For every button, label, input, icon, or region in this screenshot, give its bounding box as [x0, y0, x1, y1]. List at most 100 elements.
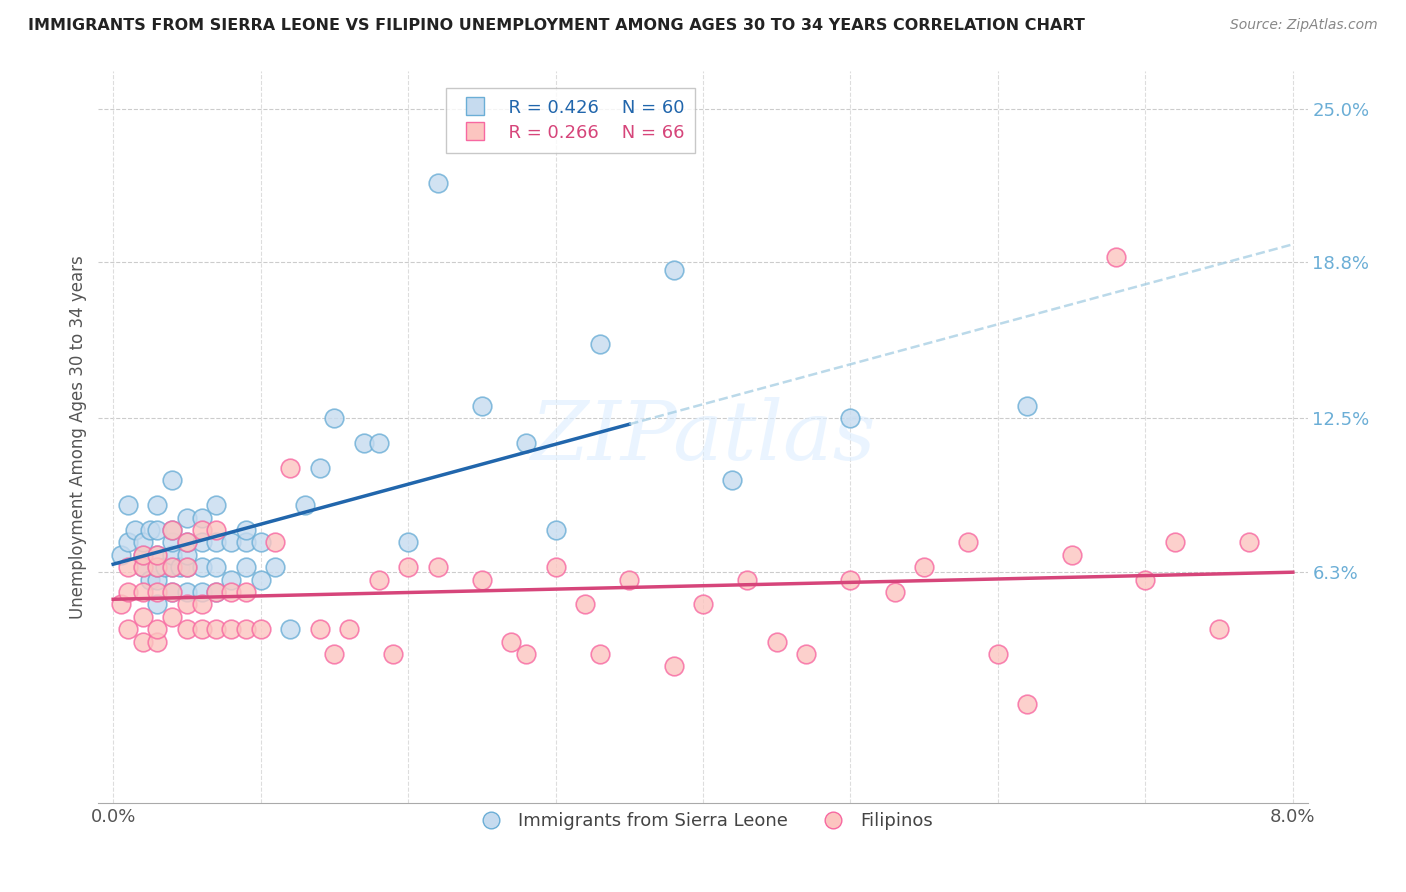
- Point: [190, 510, 212, 524]
- Point: [190, 622, 212, 636]
- Text: ZIPatlas: ZIPatlas: [530, 397, 876, 477]
- Point: [160, 523, 183, 537]
- Point: [176, 560, 198, 574]
- Point: [396, 535, 419, 549]
- Point: [117, 535, 139, 549]
- Point: [110, 548, 132, 562]
- Point: [264, 560, 287, 574]
- Point: [131, 560, 153, 574]
- Point: [957, 535, 980, 549]
- Point: [176, 535, 198, 549]
- Point: [574, 598, 596, 612]
- Point: [337, 622, 360, 636]
- Point: [190, 535, 212, 549]
- Point: [794, 647, 817, 661]
- Point: [839, 411, 862, 425]
- Point: [131, 548, 153, 562]
- Point: [323, 411, 346, 425]
- Point: [471, 573, 494, 587]
- Point: [1017, 399, 1039, 413]
- Point: [205, 498, 228, 512]
- Point: [176, 622, 198, 636]
- Point: [139, 573, 162, 587]
- Point: [912, 560, 935, 574]
- Point: [190, 560, 212, 574]
- Point: [110, 598, 132, 612]
- Point: [219, 585, 242, 599]
- Point: [426, 176, 449, 190]
- Point: [1017, 697, 1039, 711]
- Point: [249, 573, 271, 587]
- Point: [146, 622, 169, 636]
- Point: [205, 560, 228, 574]
- Point: [146, 523, 169, 537]
- Point: [501, 634, 523, 648]
- Point: [153, 560, 176, 574]
- Point: [619, 573, 641, 587]
- Point: [176, 510, 198, 524]
- Point: [235, 523, 257, 537]
- Point: [471, 399, 494, 413]
- Point: [294, 498, 316, 512]
- Point: [205, 622, 228, 636]
- Point: [367, 573, 389, 587]
- Point: [146, 634, 169, 648]
- Point: [146, 560, 169, 574]
- Point: [396, 560, 419, 574]
- Point: [544, 523, 567, 537]
- Point: [205, 585, 228, 599]
- Point: [235, 535, 257, 549]
- Point: [131, 585, 153, 599]
- Point: [219, 535, 242, 549]
- Point: [160, 585, 183, 599]
- Point: [308, 461, 330, 475]
- Point: [160, 474, 183, 488]
- Point: [367, 436, 389, 450]
- Text: Source: ZipAtlas.com: Source: ZipAtlas.com: [1230, 18, 1378, 32]
- Point: [735, 573, 758, 587]
- Point: [1237, 535, 1260, 549]
- Point: [176, 535, 198, 549]
- Point: [278, 461, 301, 475]
- Point: [235, 622, 257, 636]
- Point: [160, 560, 183, 574]
- Point: [131, 610, 153, 624]
- Point: [382, 647, 405, 661]
- Point: [160, 535, 183, 549]
- Point: [190, 585, 212, 599]
- Point: [692, 598, 714, 612]
- Point: [589, 337, 612, 351]
- Point: [131, 535, 153, 549]
- Point: [205, 585, 228, 599]
- Point: [249, 535, 271, 549]
- Point: [353, 436, 375, 450]
- Point: [515, 647, 537, 661]
- Text: IMMIGRANTS FROM SIERRA LEONE VS FILIPINO UNEMPLOYMENT AMONG AGES 30 TO 34 YEARS : IMMIGRANTS FROM SIERRA LEONE VS FILIPINO…: [28, 18, 1085, 33]
- Point: [515, 436, 537, 450]
- Point: [721, 474, 744, 488]
- Y-axis label: Unemployment Among Ages 30 to 34 years: Unemployment Among Ages 30 to 34 years: [69, 255, 87, 619]
- Point: [160, 548, 183, 562]
- Point: [117, 622, 139, 636]
- Point: [323, 647, 346, 661]
- Point: [169, 560, 191, 574]
- Point: [160, 610, 183, 624]
- Point: [176, 560, 198, 574]
- Point: [131, 548, 153, 562]
- Point: [589, 647, 612, 661]
- Point: [190, 598, 212, 612]
- Point: [839, 573, 862, 587]
- Point: [426, 560, 449, 574]
- Point: [249, 622, 271, 636]
- Point: [264, 535, 287, 549]
- Point: [308, 622, 330, 636]
- Point: [160, 585, 183, 599]
- Point: [124, 523, 146, 537]
- Point: [1105, 250, 1128, 264]
- Point: [176, 598, 198, 612]
- Point: [662, 262, 685, 277]
- Point: [1208, 622, 1230, 636]
- Point: [176, 585, 198, 599]
- Point: [662, 659, 685, 673]
- Point: [131, 560, 153, 574]
